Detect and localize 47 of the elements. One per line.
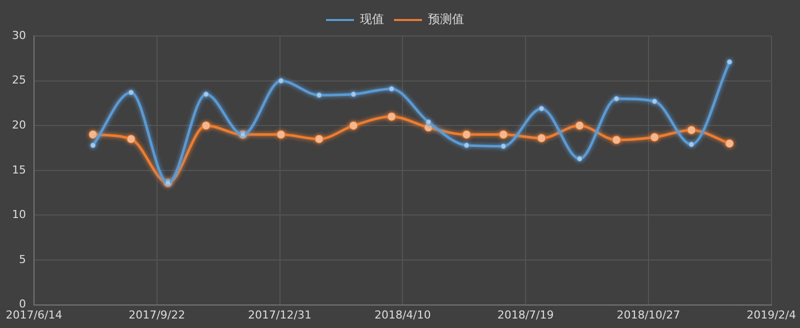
y-tick-label: 30 xyxy=(12,28,26,42)
point xyxy=(500,143,506,149)
y-tick-label: 5 xyxy=(18,252,26,266)
legend-label: 现值 xyxy=(360,12,384,26)
point xyxy=(499,130,508,139)
point xyxy=(537,134,546,142)
point xyxy=(349,121,358,130)
point xyxy=(278,78,284,84)
x-tick-label: 2017/12/31 xyxy=(248,308,312,322)
point xyxy=(202,121,210,130)
point xyxy=(650,133,659,142)
point xyxy=(688,142,694,148)
x-tick-label: 2019/2/4 xyxy=(746,308,796,322)
y-tick-label: 0 xyxy=(18,298,26,311)
y-tick-label: 15 xyxy=(12,163,26,176)
point xyxy=(88,130,98,139)
x-tick-label: 2018/10/27 xyxy=(616,308,680,322)
point xyxy=(316,92,322,98)
point xyxy=(276,130,286,139)
x-tick-label: 2018/4/10 xyxy=(374,308,431,322)
point xyxy=(314,134,324,144)
point xyxy=(614,96,620,102)
y-tick-label: 25 xyxy=(12,74,26,87)
point xyxy=(687,126,696,134)
x-tick-label: 2017/6/14 xyxy=(6,308,62,322)
point xyxy=(426,119,432,125)
point xyxy=(464,142,470,148)
point xyxy=(350,91,356,97)
point xyxy=(652,98,658,104)
x-tick-label: 2018/7/19 xyxy=(497,308,554,322)
point xyxy=(538,106,544,112)
x-tick-label: 2017/9/22 xyxy=(128,308,186,322)
y-tick-label: 10 xyxy=(12,208,26,222)
point xyxy=(90,142,96,148)
point xyxy=(128,90,134,96)
point xyxy=(388,86,394,92)
y-tick-label: 20 xyxy=(12,118,26,132)
point xyxy=(725,139,734,148)
legend-label: 预测值 xyxy=(428,12,464,26)
point xyxy=(575,121,584,130)
point xyxy=(726,59,732,65)
point xyxy=(203,91,209,97)
point xyxy=(462,130,471,139)
point xyxy=(387,112,396,121)
point xyxy=(612,136,621,144)
point xyxy=(576,156,582,162)
point xyxy=(126,134,136,144)
